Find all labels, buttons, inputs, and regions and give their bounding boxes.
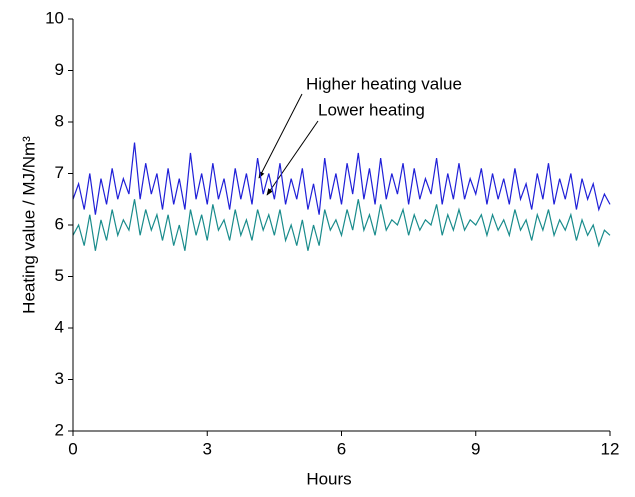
y-tick-label: 4 — [55, 317, 64, 336]
y-tick-label: 6 — [55, 214, 64, 233]
y-tick-label: 9 — [55, 60, 64, 79]
x-tick-label: 0 — [68, 439, 77, 458]
y-axis-label: Heating value / MJ/Nm³ — [19, 136, 38, 314]
annotation-arrow — [266, 120, 319, 196]
x-tick-label: 6 — [337, 439, 346, 458]
x-axis-label: Hours — [306, 469, 351, 488]
y-tick-label: 10 — [45, 8, 64, 27]
annotation: Lower heating — [318, 100, 425, 119]
y-tick-label: 5 — [55, 266, 64, 285]
x-tick-label: 12 — [601, 439, 620, 458]
x-tick-label: 9 — [471, 439, 480, 458]
y-tick-label: 3 — [55, 369, 64, 388]
y-tick-label: 2 — [55, 420, 64, 439]
x-tick-label: 3 — [203, 439, 212, 458]
annotation: Higher heating value — [306, 74, 462, 93]
data-line — [72, 199, 611, 251]
y-tick-label: 7 — [55, 163, 64, 182]
data-line — [72, 142, 611, 215]
annotation-arrow — [258, 93, 303, 179]
y-tick-label: 8 — [55, 111, 64, 130]
